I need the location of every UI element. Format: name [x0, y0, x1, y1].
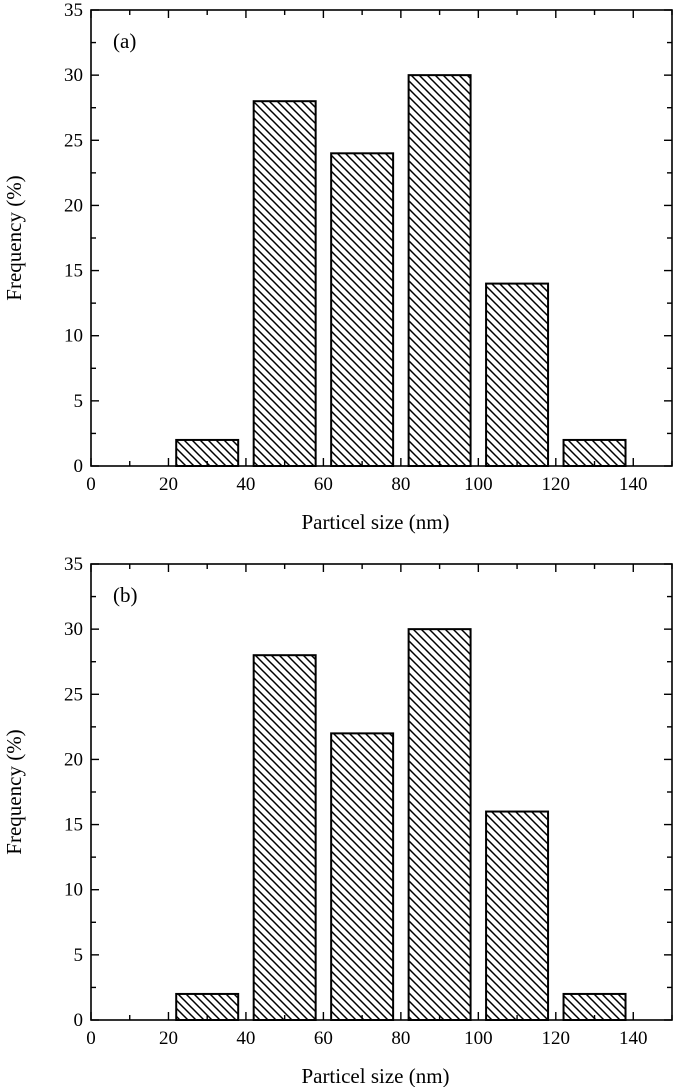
panel-label: (a)	[113, 29, 136, 53]
x-tick-label: 20	[159, 1028, 178, 1049]
chart-panel-a: 0 20 40 60 80 100 120 140 0 5 10 15 20 25 30 35 Particel…	[2, 0, 673, 534]
x-tick-label: 40	[236, 1028, 255, 1049]
x-tick-label: 140	[619, 474, 648, 495]
y-tick-label: 25	[64, 130, 83, 151]
y-tick-label: 20	[64, 195, 83, 216]
x-axis-label: Particel size (nm)	[301, 1064, 449, 1087]
bar-1	[252, 100, 317, 467]
y-tick-label: 5	[74, 945, 84, 966]
y-tick-label: 0	[74, 1010, 84, 1031]
y-tick-label: 25	[64, 684, 83, 705]
x-tick-label: 100	[464, 474, 493, 495]
y-tick-label: 30	[64, 65, 83, 86]
y-tick-label: 10	[64, 880, 83, 901]
x-tick-label: 40	[236, 474, 255, 495]
y-tick-label: 30	[64, 619, 83, 640]
y-tick-label: 15	[64, 261, 83, 282]
x-axis-label: Particel size (nm)	[301, 510, 449, 534]
bar-4	[485, 810, 550, 1021]
x-tick-label: 120	[542, 474, 571, 495]
x-tick-label: 80	[391, 1028, 410, 1049]
chart-panel-b: 0 20 40 60 80 100 120 140 0 5 10 15 20 25 30 35 Particel…	[2, 554, 673, 1087]
bar-3	[407, 74, 472, 468]
y-tick-label: 10	[64, 326, 83, 347]
y-tick-label: 5	[74, 391, 84, 412]
x-tick-label: 60	[314, 474, 333, 495]
y-tick-label: 35	[64, 554, 83, 575]
y-tick-label: 20	[64, 749, 83, 770]
x-tick-label: 0	[86, 1028, 96, 1049]
x-tick-label: 20	[159, 474, 178, 495]
bar-2	[330, 732, 395, 1021]
bar-3	[407, 628, 472, 1022]
x-tick-label: 80	[391, 474, 410, 495]
bar-1	[252, 654, 317, 1021]
x-tick-label: 120	[542, 1028, 571, 1049]
x-tick-label: 0	[86, 474, 96, 495]
y-axis-label: Frequency (%)	[2, 175, 26, 300]
x-tick-label: 140	[619, 1028, 648, 1049]
y-tick-label: 15	[64, 815, 83, 836]
x-tick-label: 60	[314, 1028, 333, 1049]
bar-2	[330, 152, 395, 467]
y-axis-label: Frequency (%)	[2, 729, 26, 854]
y-tick-label: 0	[74, 456, 84, 477]
bar-4	[485, 282, 550, 467]
panel-label: (b)	[113, 583, 138, 607]
y-tick-label: 35	[64, 0, 83, 21]
x-tick-label: 100	[464, 1028, 493, 1049]
